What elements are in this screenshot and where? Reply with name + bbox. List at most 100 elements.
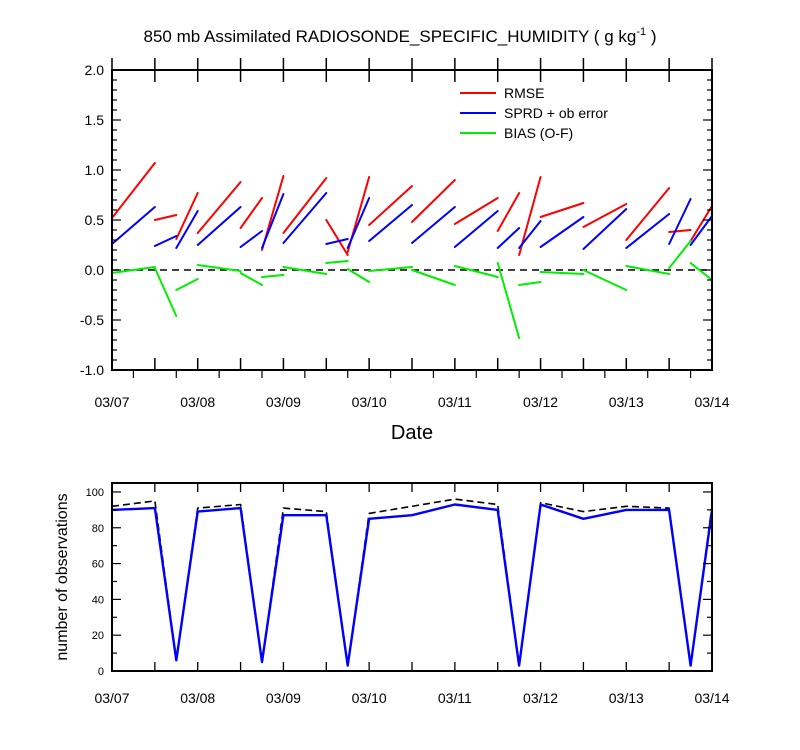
- x-tick-label: 03/14: [694, 394, 729, 410]
- y-tick-label: 0.5: [85, 212, 105, 228]
- y-tick-label: 2.0: [85, 62, 105, 78]
- top-x-axis: 03/07 03/08 03/09 03/10 03/11 03/12 03/13 03/14: [94, 58, 730, 410]
- top-y-axis: -1.0 -0.5 0.0 0.5 1.0 1.5 2.0: [80, 62, 712, 378]
- y-tick-label: -1.0: [80, 362, 104, 378]
- x-tick-label: 03/09: [266, 394, 301, 410]
- series-segment: [625, 213, 671, 249]
- series-segment: [282, 266, 328, 275]
- x-tick-label: 03/07: [94, 394, 129, 410]
- series-segment: [496, 262, 521, 339]
- series-segment: [689, 205, 713, 242]
- x-tick-label: 03/10: [352, 394, 387, 410]
- series-segment: [196, 206, 242, 246]
- bottom-y-axis: 0 20 40 60 80 100: [86, 487, 712, 678]
- series-segment: [346, 268, 371, 283]
- series-segment: [539, 202, 585, 218]
- y-tick-label: -0.5: [80, 312, 104, 328]
- series-segment: [518, 281, 542, 286]
- x-axis-label: Date: [391, 422, 433, 444]
- series-segment: [539, 271, 585, 275]
- top-plot-area: [111, 162, 713, 339]
- legend-label: RMSE: [504, 85, 544, 101]
- legend-label: BIAS (O-F): [504, 125, 573, 141]
- series-segment: [518, 220, 542, 249]
- series-segment: [111, 206, 156, 245]
- series-segment: [368, 204, 413, 242]
- series-segment: [153, 235, 178, 247]
- x-tick-label: 03/11: [438, 690, 472, 706]
- series-segment: [668, 240, 692, 269]
- series-segment: [496, 227, 521, 249]
- series-segment: [196, 181, 242, 234]
- y-tick-label: 0.0: [85, 262, 105, 278]
- legend-label: SPRD + ob error: [504, 105, 608, 121]
- y-tick-label: 100: [86, 487, 104, 499]
- y-tick-label: 80: [92, 523, 104, 535]
- series-segment: [153, 267, 178, 317]
- x-tick-label: 03/13: [609, 690, 644, 706]
- x-tick-label: 03/13: [609, 394, 644, 410]
- series-segment: [325, 238, 349, 245]
- x-tick-label: 03/11: [438, 394, 472, 410]
- y-tick-label: 1.5: [85, 112, 105, 128]
- x-tick-label: 03/08: [180, 394, 215, 410]
- series-segment: [496, 192, 521, 232]
- series-segment: [175, 192, 199, 240]
- series-segment: [411, 179, 456, 223]
- series-segment: [175, 278, 199, 291]
- series-segment: [346, 197, 371, 249]
- series-used-observations: [111, 503, 714, 667]
- series-segment: [261, 193, 285, 249]
- series-possible-observations: [111, 498, 713, 667]
- x-tick-label: 03/12: [523, 690, 558, 706]
- x-tick-label: 03/09: [266, 690, 301, 706]
- series-segment: [239, 230, 263, 248]
- series-segment: [111, 162, 156, 219]
- legend: RMSE SPRD + ob error BIAS (O-F): [460, 85, 608, 141]
- y-tick-label: 60: [92, 559, 104, 571]
- series-segment: [325, 260, 349, 264]
- series-segment: [539, 216, 585, 248]
- y-axis-label: number of observations: [54, 493, 71, 660]
- series-segment: [453, 265, 499, 278]
- x-tick-label: 03/08: [180, 690, 215, 706]
- bottom-x-axis: 03/07 03/08 03/09 03/10 03/11 03/12 03/13 03/14: [94, 483, 730, 706]
- series-segment: [196, 264, 242, 272]
- series-segment: [453, 197, 499, 225]
- series-segment: [411, 206, 456, 244]
- series-segment: [239, 197, 263, 229]
- y-tick-label: 1.0: [85, 162, 105, 178]
- series-segment: [668, 229, 692, 233]
- series-segment: [411, 269, 456, 286]
- bottom-plot-area: [111, 498, 714, 667]
- series-segment: [282, 192, 328, 244]
- series-segment: [582, 208, 628, 250]
- series-bias-o-f-: [111, 240, 713, 339]
- chart-title-superscript: -1: [636, 26, 646, 38]
- series-sprd-ob-error: [111, 192, 713, 250]
- x-tick-label: 03/10: [352, 690, 387, 706]
- series-segment: [689, 215, 713, 246]
- series-segment: [282, 177, 328, 234]
- series-segment: [689, 262, 713, 281]
- series-segment: [175, 210, 199, 249]
- series-segment: [625, 187, 671, 241]
- series-segment: [453, 210, 499, 248]
- y-tick-label: 20: [92, 630, 104, 642]
- y-tick-label: 40: [92, 594, 104, 606]
- series-segment: [325, 219, 349, 256]
- series-segment: [582, 269, 628, 291]
- series-segment: [239, 272, 263, 286]
- top-panel: RMSE SPRD + ob error BIAS (O-F) -1.0 -0.5 0.…: [80, 58, 730, 444]
- x-tick-label: 03/14: [694, 690, 729, 706]
- series-segment: [625, 265, 671, 275]
- series-segment: [261, 274, 285, 278]
- top-plot-frame: [111, 69, 713, 371]
- y-tick-label: 0: [98, 666, 104, 678]
- series-segment: [153, 214, 178, 221]
- series-segment: [582, 203, 628, 228]
- series-segment: [368, 266, 413, 272]
- chart-title: 850 mb Assimilated RADIOSONDE_SPECIFIC_H…: [144, 26, 657, 46]
- series-segment: [111, 266, 156, 274]
